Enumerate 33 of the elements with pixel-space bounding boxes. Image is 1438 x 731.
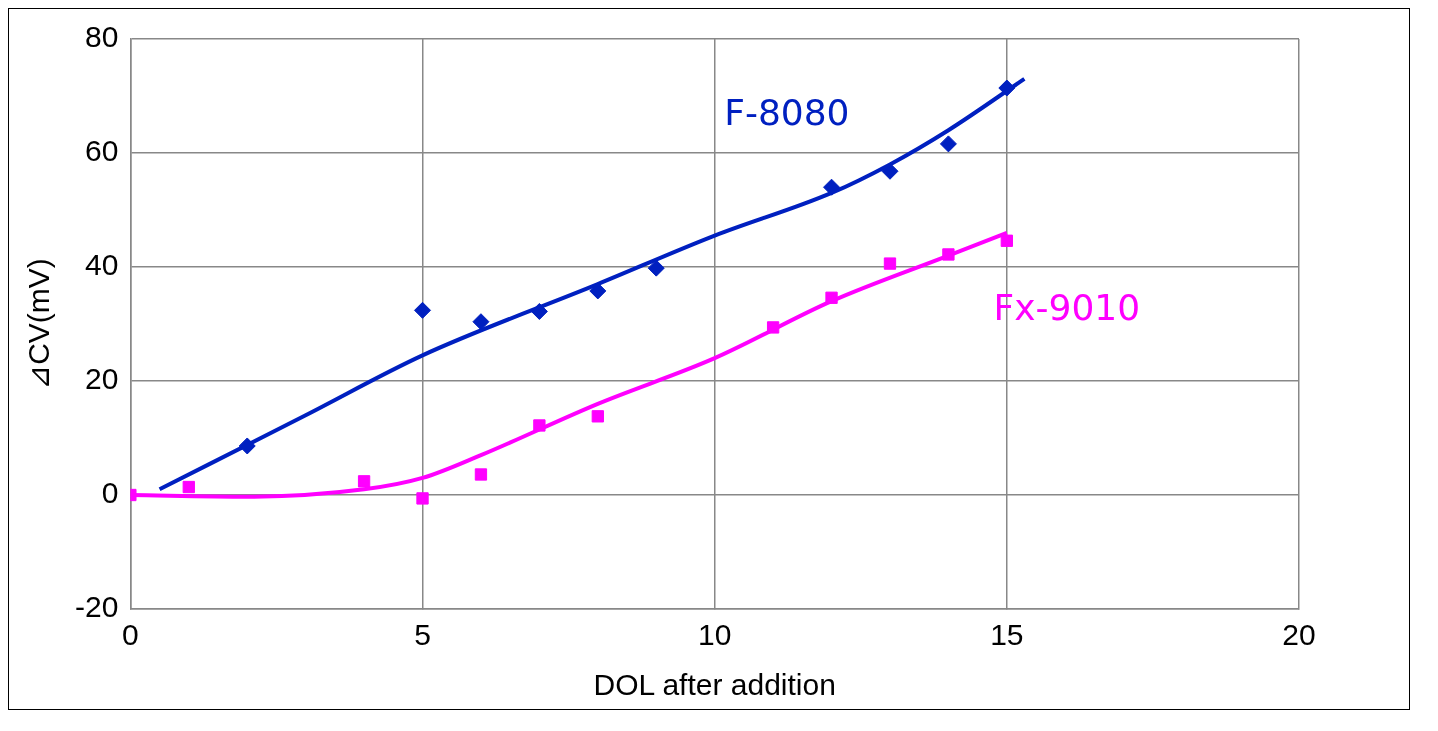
point (998, 79, 1016, 97)
point (533, 419, 546, 432)
point (591, 410, 604, 423)
x-tick-label: 20 (1282, 618, 1316, 652)
point (238, 437, 256, 455)
y-tick-label: 20 (84, 362, 119, 396)
series-label: F-8080 (724, 92, 850, 134)
point (823, 178, 841, 196)
point (414, 301, 432, 319)
y-tick-label: 0 (101, 476, 119, 510)
y-tick-label: 80 (84, 20, 119, 54)
point (530, 302, 548, 320)
point (472, 313, 490, 331)
point (474, 468, 488, 481)
point (182, 480, 195, 494)
x-tick-label: 15 (990, 618, 1024, 652)
y-tick-label: 60 (84, 134, 119, 168)
point (766, 321, 780, 334)
series-label: Fx-9010 (993, 287, 1141, 329)
point (1000, 234, 1013, 247)
point (357, 475, 371, 488)
y-axis-title: ⊿CV(mV) (22, 258, 56, 390)
point (825, 291, 838, 304)
point (647, 259, 665, 277)
point (939, 135, 957, 153)
y-tick-label: 40 (84, 248, 119, 282)
x-tick-label: 5 (414, 618, 431, 652)
x-tick-label: 10 (697, 618, 732, 652)
point (416, 492, 429, 505)
point (883, 257, 897, 270)
x-axis-title: DOL after addition (593, 668, 836, 702)
point (942, 248, 955, 261)
y-tick-label: -20 (75, 590, 119, 624)
